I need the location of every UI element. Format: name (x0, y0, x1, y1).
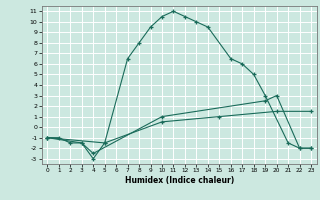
X-axis label: Humidex (Indice chaleur): Humidex (Indice chaleur) (124, 176, 234, 185)
